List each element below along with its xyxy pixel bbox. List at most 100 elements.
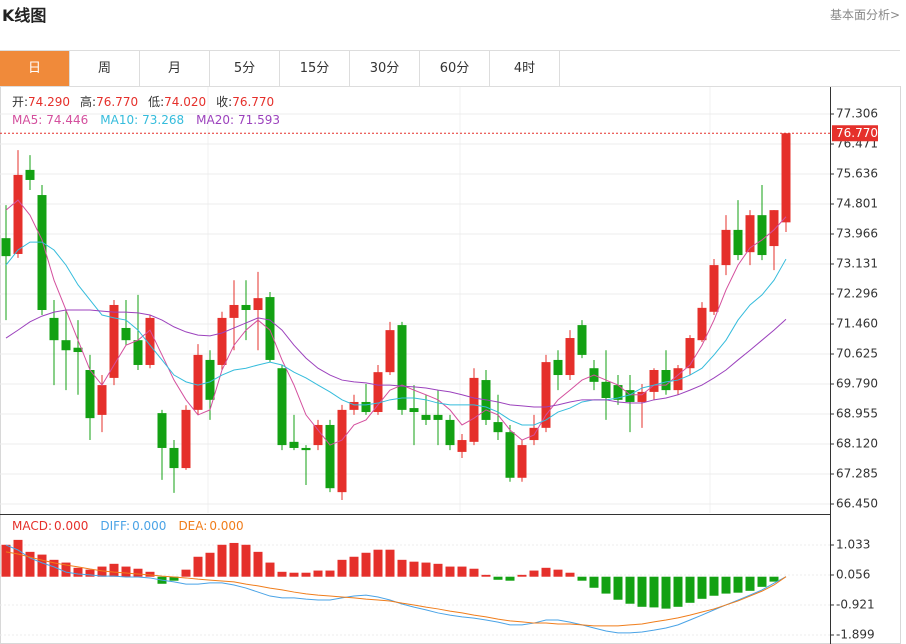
- macd-bar: [421, 562, 431, 577]
- macd-bar: [409, 561, 419, 577]
- candle-body: [661, 370, 671, 391]
- macd-bar: [445, 566, 455, 577]
- macd-bar: [589, 576, 599, 588]
- y-tick-label: 69.790: [836, 377, 878, 391]
- last-price-label: 76.770: [836, 126, 878, 140]
- period-tab[interactable]: 日: [0, 51, 70, 86]
- macd-bar: [577, 576, 587, 581]
- legend-value: 0.000: [54, 519, 88, 533]
- macd-bar: [229, 542, 239, 577]
- page-title: K线图: [2, 6, 47, 25]
- macd-bar: [733, 576, 743, 593]
- y-tick-label: 74.801: [836, 196, 878, 210]
- candle-body: [709, 265, 719, 312]
- period-tab[interactable]: 15分: [280, 51, 350, 86]
- candle-body: [517, 445, 527, 478]
- candle-body: [253, 298, 263, 311]
- macd-bar: [385, 549, 395, 577]
- chart-frame: [0, 86, 901, 644]
- y-tick-label: -0.921: [836, 597, 875, 611]
- ma-line: [5, 241, 787, 426]
- candle-body: [613, 385, 623, 400]
- candle-body: [493, 422, 503, 433]
- legend-value: 74.446: [46, 113, 88, 127]
- candle-body: [745, 215, 755, 253]
- legend-name: MACD:: [12, 519, 52, 533]
- candle-body: [649, 370, 659, 392]
- macd-bar: [721, 576, 731, 594]
- summary-label: 高:: [80, 94, 96, 109]
- period-tab[interactable]: 60分: [420, 51, 490, 86]
- candle-body: [193, 354, 203, 410]
- macd-bar: [637, 576, 647, 607]
- candle-body: [265, 297, 275, 360]
- candle-body: [277, 368, 287, 446]
- candle-body: [313, 424, 323, 446]
- candle-body: [121, 327, 131, 341]
- period-tab[interactable]: 30分: [350, 51, 420, 86]
- candle-body: [25, 169, 35, 180]
- candle-body: [637, 391, 647, 402]
- macd-bar: [49, 559, 59, 577]
- legend: MA5: 74.446 MA10: 73.268 MA20: 71.593: [12, 113, 280, 127]
- macd-bar: [289, 572, 299, 577]
- candle-body: [553, 359, 563, 376]
- y-tick-label: 71.460: [836, 317, 878, 331]
- macd-bar: [181, 569, 191, 577]
- macd-bar: [133, 568, 143, 577]
- candle-body: [181, 409, 191, 469]
- summary-value: 76.770: [232, 95, 274, 109]
- ohlc-summary: 开:74.290 高:76.770 低:74.020 收:76.770: [12, 94, 274, 109]
- macd-bar: [169, 576, 179, 581]
- candle-body: [457, 440, 467, 452]
- candle-body: [241, 304, 251, 311]
- fundamental-link[interactable]: 基本面分析>: [829, 8, 900, 22]
- macd-bar: [373, 549, 383, 577]
- candle-body: [469, 377, 479, 442]
- candle-body: [757, 215, 767, 256]
- candle-body: [577, 325, 587, 355]
- macd-bar: [217, 544, 227, 577]
- period-tab[interactable]: 5分: [210, 51, 280, 86]
- candle-body: [421, 414, 431, 420]
- candle-body: [697, 307, 707, 341]
- candle-body: [685, 338, 695, 369]
- candle-body: [49, 317, 59, 341]
- macd-bar: [529, 570, 539, 577]
- candle-body: [397, 325, 407, 410]
- summary-value: 74.290: [28, 95, 70, 109]
- candle-body: [433, 414, 443, 420]
- legend-name: DIFF:: [100, 519, 130, 533]
- macd-bar: [13, 539, 23, 577]
- y-tick-label: 70.625: [836, 347, 878, 361]
- macd-bar: [277, 571, 287, 577]
- y-tick-label: 77.306: [836, 107, 878, 121]
- candle-body: [85, 370, 95, 419]
- candle-body: [37, 195, 47, 311]
- macd-bar: [601, 576, 611, 594]
- macd-bar: [541, 567, 551, 577]
- candle-body: [325, 424, 335, 489]
- y-tick-label: 66.450: [836, 497, 878, 511]
- period-tab[interactable]: 周: [70, 51, 140, 86]
- candle-body: [445, 419, 455, 446]
- macd-bar: [505, 576, 515, 581]
- candle-body: [109, 304, 119, 378]
- macd-line: [5, 551, 787, 627]
- period-tab[interactable]: 月: [140, 51, 210, 86]
- y-tick-label: 68.120: [836, 437, 878, 451]
- macd-bar: [397, 559, 407, 577]
- period-tab[interactable]: 4时: [490, 51, 560, 86]
- legend-value: 71.593: [238, 113, 280, 127]
- macd-bar: [25, 551, 35, 577]
- candle-body: [349, 401, 359, 410]
- macd-bar: [481, 574, 491, 577]
- macd-bar: [613, 576, 623, 600]
- summary-value: 74.020: [164, 95, 206, 109]
- macd-bar: [109, 563, 119, 577]
- macd-bar: [361, 552, 371, 577]
- y-tick-label: 75.636: [836, 166, 878, 180]
- y-tick-label: 73.131: [836, 256, 878, 270]
- y-tick-label: 0.056: [836, 567, 870, 581]
